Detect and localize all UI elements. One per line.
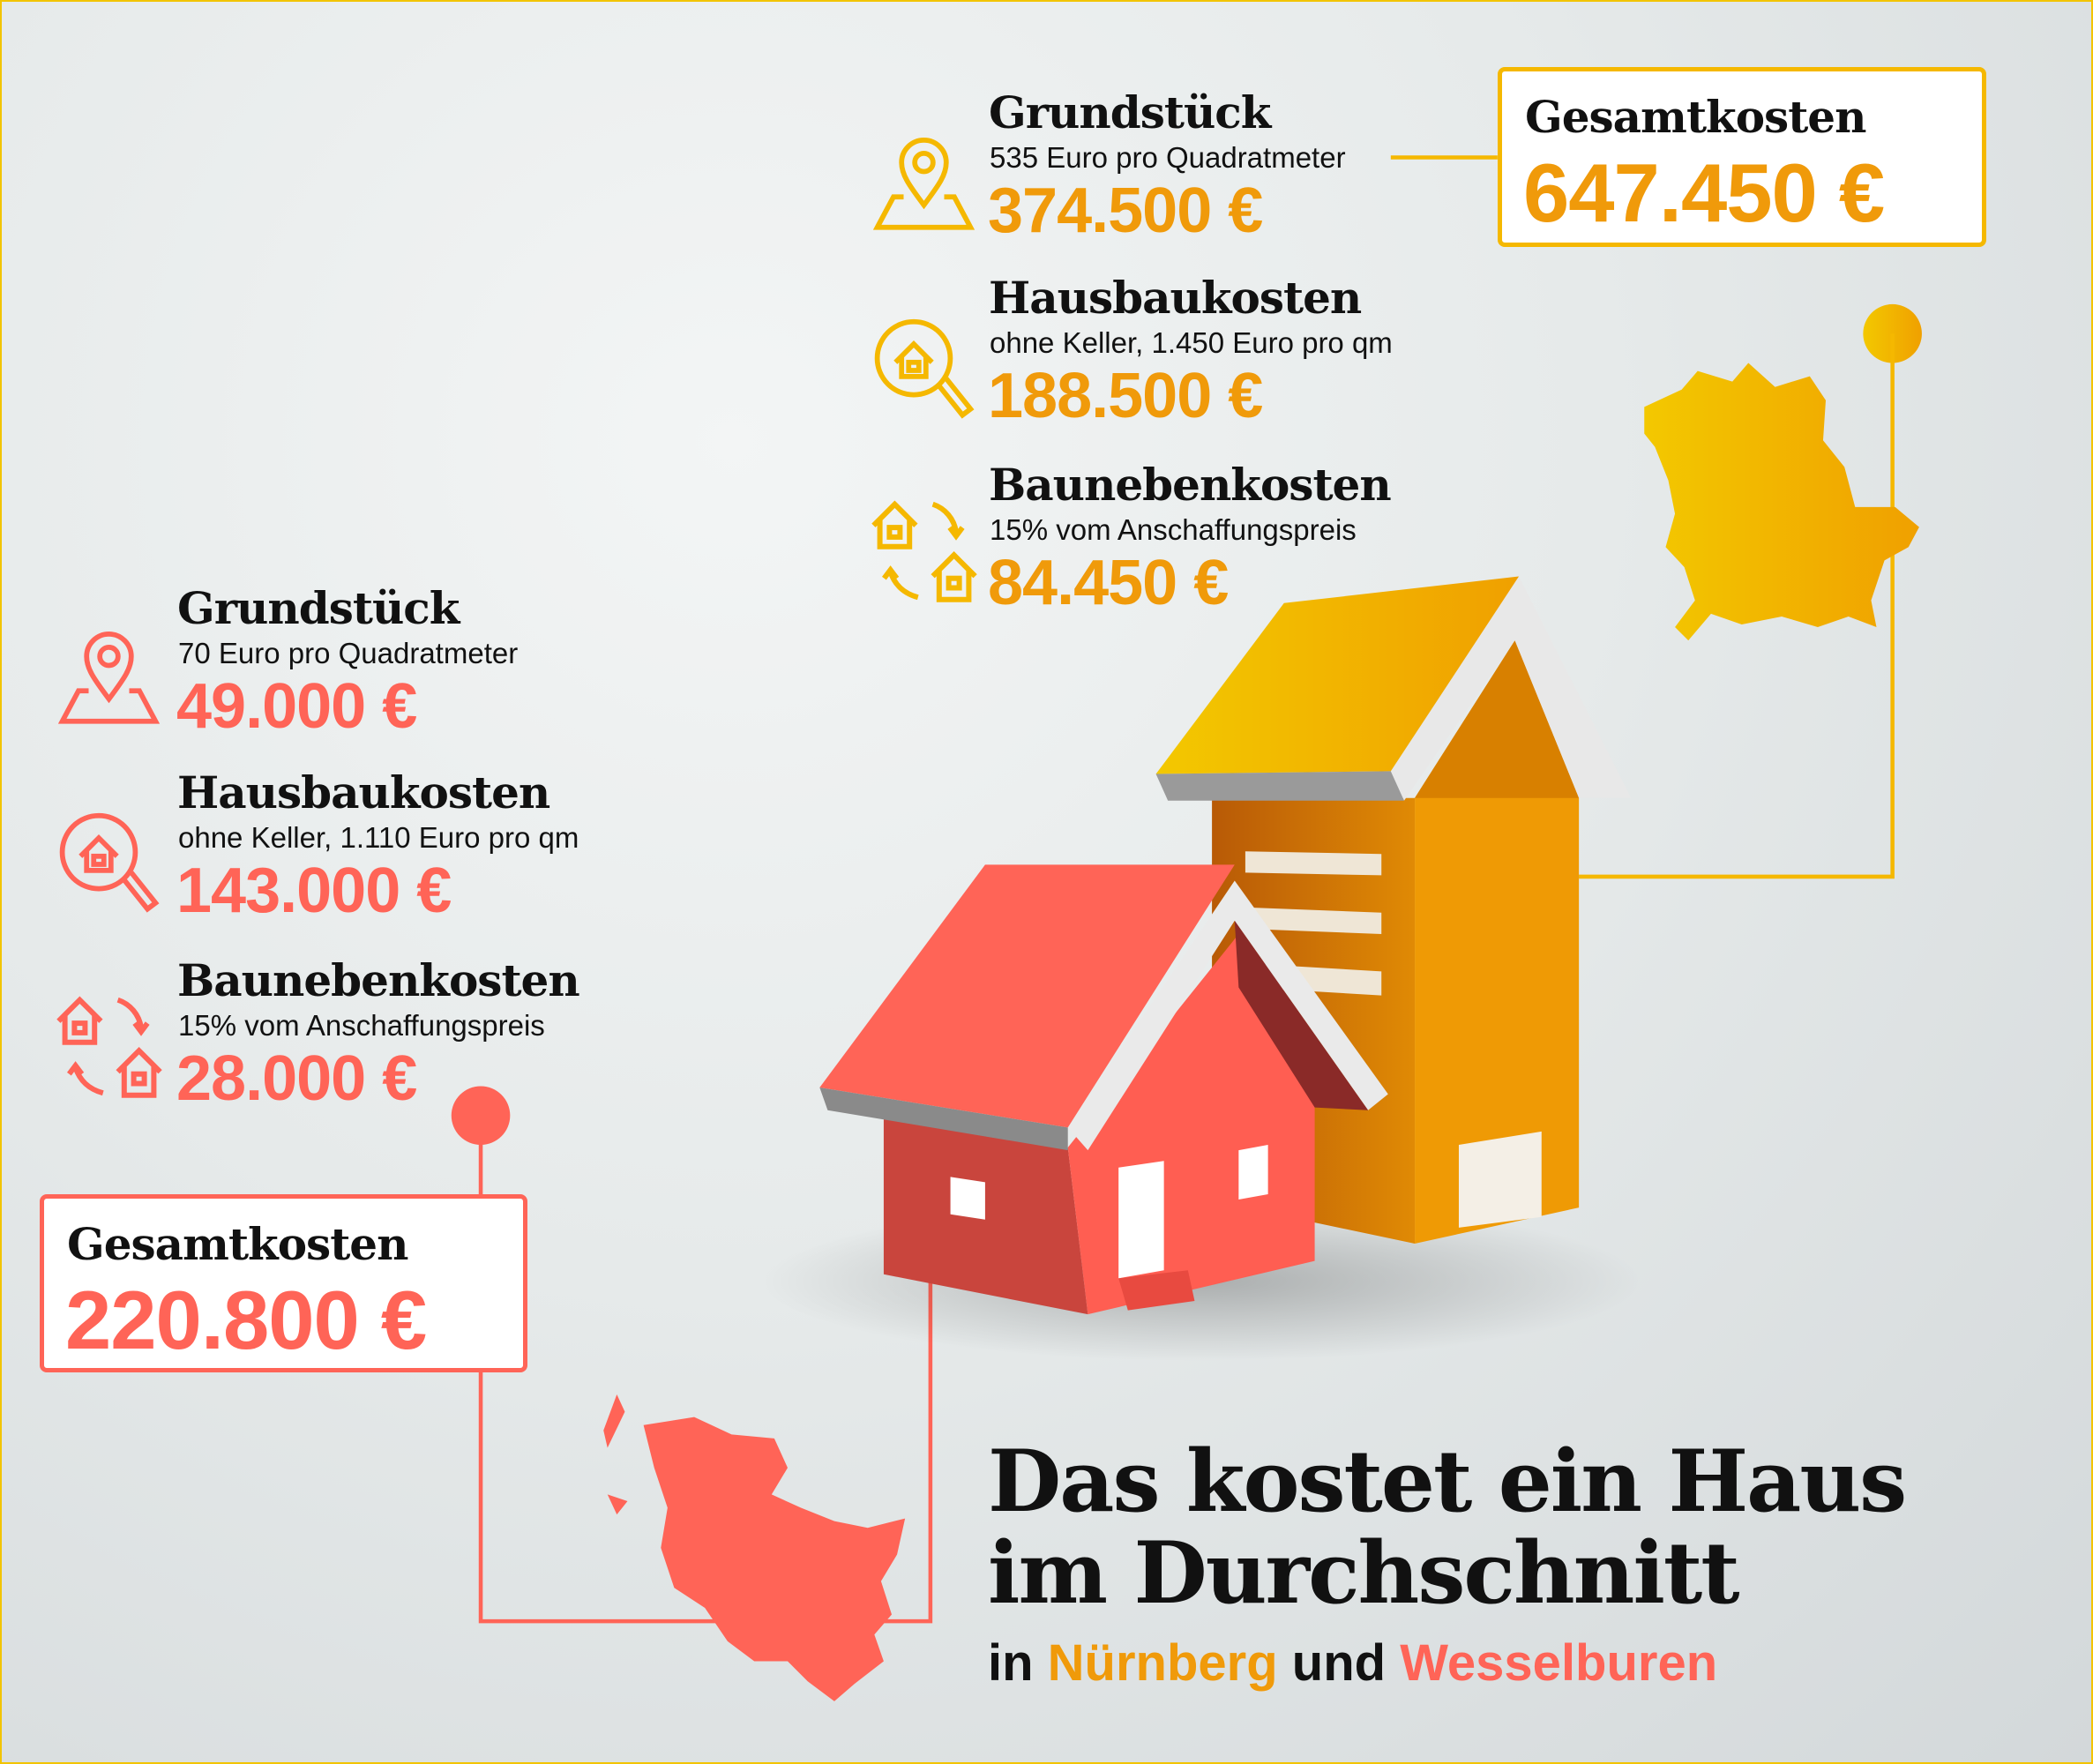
schleswig-holstein-map bbox=[603, 1394, 906, 1701]
map-pin-icon bbox=[58, 632, 160, 724]
bavaria-map bbox=[1644, 363, 1919, 641]
house-search-icon bbox=[59, 812, 160, 913]
headline-line-2: im Durchschnitt bbox=[988, 1523, 1740, 1623]
wesselburen-hausbau-title: Hausbaukosten bbox=[177, 766, 550, 818]
nuernberg-grundstueck-value: 374.500 € bbox=[988, 176, 1263, 246]
subtitle-city-nuernberg: Nürnberg bbox=[1047, 1634, 1278, 1692]
wesselburen-total-box: Gesamtkosten 220.800 € bbox=[40, 1194, 527, 1372]
headline-line-1: Das kostet ein Haus bbox=[988, 1431, 1907, 1531]
wesselburen-total-value: 220.800 € bbox=[65, 1274, 427, 1366]
nuernberg-hausbau-subtitle: ohne Keller, 1.450 Euro pro qm bbox=[990, 326, 1393, 359]
wesselburen-hausbau-value: 143.000 € bbox=[176, 856, 452, 926]
wesselburen-grundstueck-value: 49.000 € bbox=[176, 671, 417, 742]
nuernberg-hausbau-title: Hausbaukosten bbox=[989, 272, 1362, 324]
house-search-icon bbox=[874, 318, 975, 419]
nuernberg-total-box: Gesamtkosten 647.450 € bbox=[1498, 67, 1986, 247]
nuernberg-grundstueck-subtitle: 535 Euro pro Quadratmeter bbox=[990, 141, 1346, 174]
small-house-illustration bbox=[819, 864, 1388, 1315]
wesselburen-grundstueck-subtitle: 70 Euro pro Quadratmeter bbox=[178, 637, 519, 669]
headline-subtitle: in Nürnberg und Wesselburen bbox=[988, 1633, 1905, 1693]
wesselburen-nebenkosten-value: 28.000 € bbox=[176, 1043, 417, 1114]
headline: Das kostet ein Haus im Durchschnitt in N… bbox=[988, 1431, 1907, 1693]
nuernberg-total-value: 647.450 € bbox=[1523, 146, 1885, 239]
subtitle-city-wesselburen: Wesselburen bbox=[1400, 1634, 1718, 1692]
wesselburen-total-label: Gesamtkosten bbox=[67, 1218, 408, 1270]
subtitle-in: in bbox=[988, 1634, 1034, 1692]
nuernberg-grundstueck-title: Grundstück bbox=[989, 86, 1271, 138]
house-exchange-icon bbox=[871, 500, 977, 602]
wesselburen-grundstueck-title: Grundstück bbox=[177, 582, 460, 634]
nuernberg-hausbau-value: 188.500 € bbox=[988, 361, 1263, 431]
nuernberg-total-label: Gesamtkosten bbox=[1525, 91, 1866, 143]
nuernberg-nebenkosten-subtitle: 15% vom Anschaffungspreis bbox=[990, 513, 1357, 546]
wesselburen-connector bbox=[451, 1086, 933, 1624]
nuernberg-nebenkosten-value: 84.450 € bbox=[988, 548, 1229, 618]
wesselburen-nebenkosten-title: Baunebenkosten bbox=[177, 954, 580, 1006]
house-exchange-icon bbox=[56, 996, 162, 1098]
wesselburen-hausbau-subtitle: ohne Keller, 1.110 Euro pro qm bbox=[178, 821, 579, 854]
nuernberg-nebenkosten-title: Baunebenkosten bbox=[989, 459, 1392, 511]
map-pin-icon bbox=[873, 138, 975, 230]
subtitle-und: und bbox=[1291, 1634, 1387, 1692]
wesselburen-nebenkosten-subtitle: 15% vom Anschaffungspreis bbox=[178, 1009, 545, 1042]
